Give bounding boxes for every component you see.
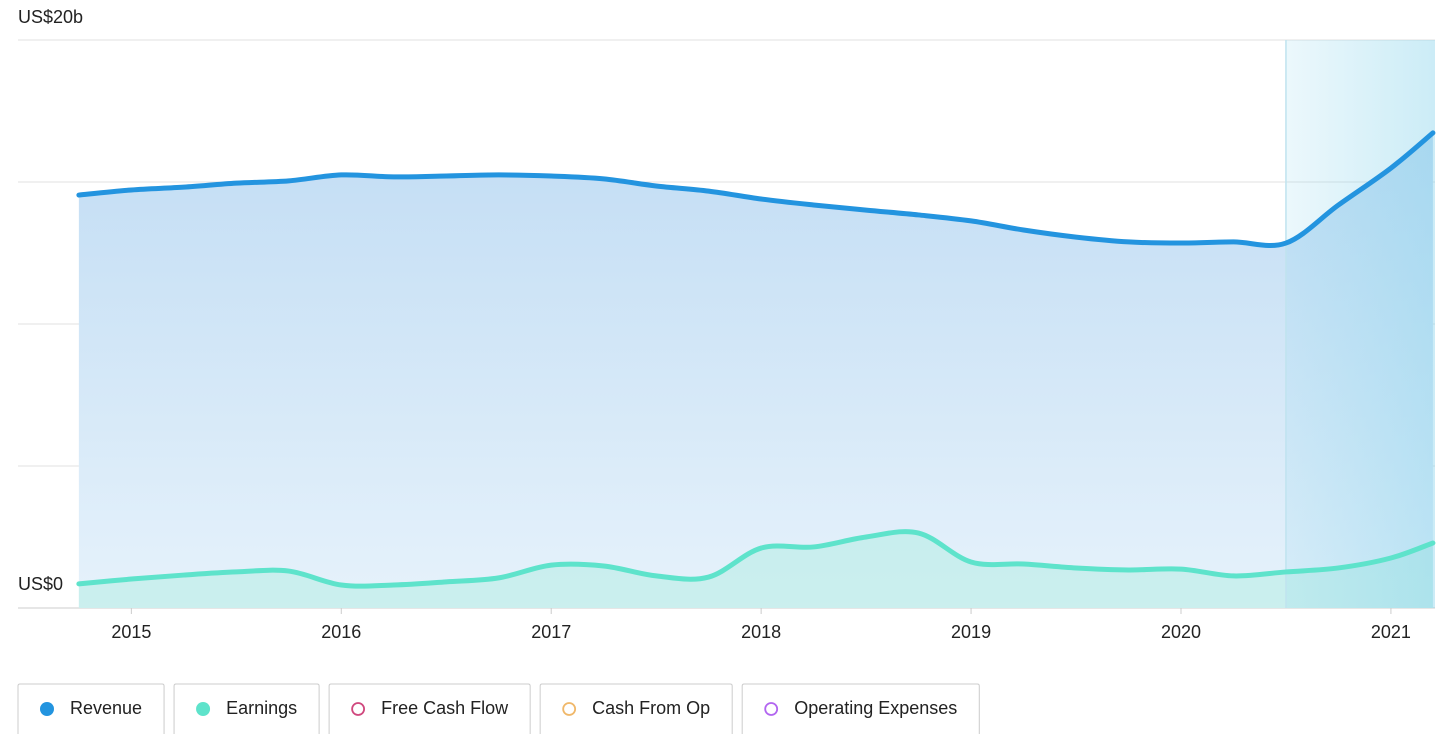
legend-button[interactable]: Operating Expenses bbox=[741, 683, 980, 734]
legend-marker bbox=[351, 702, 366, 716]
legend-label: Cash From Op bbox=[592, 698, 710, 718]
button-border bbox=[741, 683, 980, 734]
button-border bbox=[539, 683, 733, 734]
button-border bbox=[17, 683, 165, 734]
button-border bbox=[173, 683, 320, 734]
legend-marker bbox=[562, 702, 577, 716]
legend-button[interactable]: Earnings bbox=[173, 683, 320, 734]
line bbox=[76, 130, 1436, 248]
legend-marker bbox=[764, 702, 779, 716]
legend-button[interactable]: Revenue bbox=[17, 683, 165, 734]
x-tick-label: 2017 bbox=[531, 622, 571, 642]
area bbox=[78, 531, 1433, 608]
legend-button[interactable]: Cash From Op bbox=[539, 683, 733, 734]
x-tick-label: 2021 bbox=[1371, 622, 1411, 642]
legend-marker bbox=[196, 702, 211, 716]
x-tick-label: 2019 bbox=[951, 622, 991, 642]
legend-label: Revenue bbox=[70, 698, 142, 718]
x-tick-label: 2016 bbox=[321, 622, 361, 642]
x-tick-label: 2020 bbox=[1161, 622, 1201, 642]
legend-label: Operating Expenses bbox=[794, 698, 957, 718]
x-tick-label: 2015 bbox=[111, 622, 151, 642]
y-tick-label: US$0 bbox=[18, 574, 63, 594]
area bbox=[78, 132, 1433, 609]
y-tick-label: US$20b bbox=[18, 7, 83, 27]
forecast-region bbox=[1285, 40, 1435, 608]
legend-marker bbox=[40, 702, 54, 716]
line bbox=[76, 529, 1436, 589]
x-tick-label: 2018 bbox=[741, 622, 781, 642]
legend-label: Free Cash Flow bbox=[381, 698, 509, 718]
plot bbox=[78, 132, 1433, 609]
button-border bbox=[328, 683, 531, 734]
legend-button[interactable]: Free Cash Flow bbox=[328, 683, 531, 734]
legend-label: Earnings bbox=[226, 698, 297, 718]
